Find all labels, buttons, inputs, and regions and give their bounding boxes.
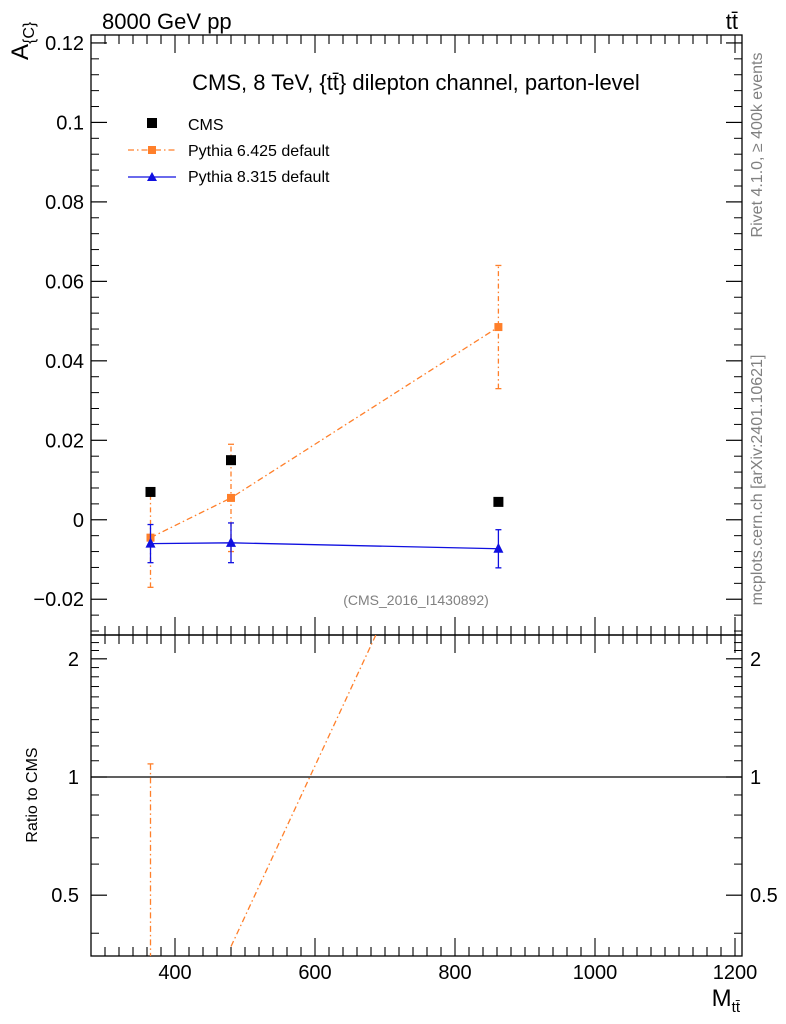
svg-text:A{C}: A{C} <box>7 21 38 60</box>
rivet-version-label: Rivet 4.1.0, ≥ 400k events <box>749 53 766 238</box>
ratio-y-tick-label-right: 1 <box>750 767 761 789</box>
cms-point <box>226 455 236 466</box>
x-tick-label: 800 <box>438 962 471 984</box>
mcplots-label: mcplots.cern.ch [arXiv:2401.10621] <box>749 355 766 606</box>
ratio-y-tick-label-right: 0.5 <box>750 885 778 907</box>
main-x-ticks <box>104 35 736 635</box>
x-tick-label: 400 <box>158 962 191 984</box>
pythia6-point <box>227 493 235 502</box>
pythia6-point <box>494 323 503 332</box>
y-axis-label: A{C} <box>7 21 38 60</box>
y-axis-label-sub: {C} <box>21 21 38 44</box>
pythia6-line <box>150 326 499 539</box>
legend-cms-label: CMS <box>188 117 224 134</box>
main-y-axis: −0.02 0 0.02 0.04 0.06 0.08 0.1 0.12 <box>33 33 742 632</box>
process-label: tt̄ <box>726 9 738 34</box>
y-tick-label: −0.02 <box>33 589 84 611</box>
y-tick-label: 0.12 <box>45 33 84 55</box>
y-tick-label: 0.04 <box>45 351 84 373</box>
ratio-series-layer <box>91 635 742 956</box>
ratio-frame <box>90 634 743 957</box>
x-axis-label-sub: tt̄ <box>732 999 741 1016</box>
y-axis-label-main: A <box>7 44 34 60</box>
ratio-y-tick-label-left: 2 <box>68 649 79 671</box>
x-tick-label: 1200 <box>713 962 758 984</box>
analysis-watermark: (CMS_2016_I1430892) <box>343 592 489 608</box>
pythia8-point <box>145 537 156 548</box>
cms-point <box>493 496 504 507</box>
pythia8-line <box>150 542 499 550</box>
chart-title: CMS, 8 TeV, {tt̄} dilepton channel, part… <box>192 70 640 95</box>
y-tick-label: 0.08 <box>45 192 84 214</box>
legend-cms-marker <box>147 118 157 128</box>
x-tick-label: 1000 <box>573 962 618 984</box>
y-tick-label: 0.02 <box>45 430 84 452</box>
ratio-y-tick-label-right: 2 <box>750 649 761 671</box>
main-series-layer <box>145 264 504 588</box>
y-tick-label: 0.06 <box>45 271 84 293</box>
pythia8-point <box>226 536 236 547</box>
ratio-pythia6-group <box>147 635 377 956</box>
legend: CMS Pythia 6.425 default Pythia 8.315 de… <box>128 117 330 186</box>
main-panel: −0.02 0 0.02 0.04 0.06 0.08 0.1 0.12 CMS, 8 TeV… <box>7 21 743 636</box>
legend-pythia8-label: Pythia 8.315 default <box>188 169 330 186</box>
legend-pythia8-marker <box>147 172 157 181</box>
y-tick-label: 0 <box>73 510 84 532</box>
ratio-pythia6-line <box>230 635 377 947</box>
pythia8-point <box>493 542 504 553</box>
energy-label: 8000 GeV pp <box>102 9 232 34</box>
cms-point <box>145 486 156 497</box>
legend-pythia6-label: Pythia 6.425 default <box>188 143 330 160</box>
x-tick-label: 600 <box>298 962 331 984</box>
ratio-y-tick-label-left: 0.5 <box>51 885 79 907</box>
ratio-y-axis: 0.5 0.5 1 1 2 2 <box>51 642 778 934</box>
legend-pythia6-marker <box>148 146 156 154</box>
y-tick-label: 0.1 <box>56 112 84 134</box>
ratio-panel: 0.5 0.5 1 1 2 2 400 600 800 1000 1200 Ratio to CM… <box>24 634 778 1016</box>
ratio-y-tick-label-left: 1 <box>68 767 79 789</box>
x-axis: 400 600 800 1000 1200 <box>104 635 758 984</box>
ratio-y-label: Ratio to CMS <box>24 747 41 842</box>
x-axis-label: Mtt̄ <box>712 985 741 1016</box>
x-axis-label-main: M <box>712 985 732 1012</box>
